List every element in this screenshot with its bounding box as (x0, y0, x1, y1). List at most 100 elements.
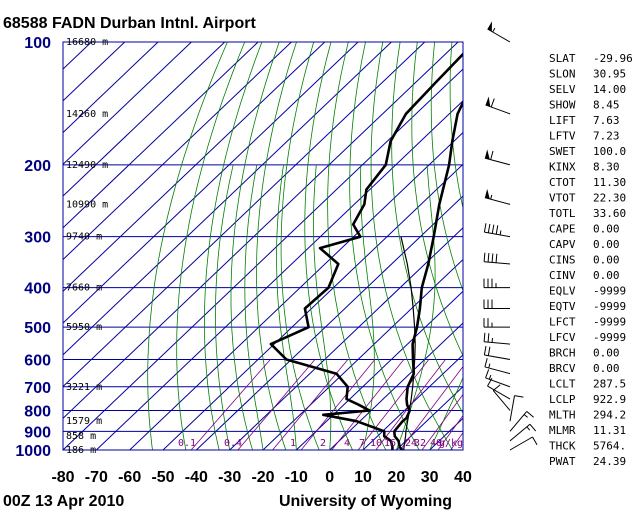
barb-staff (509, 395, 516, 422)
index-key: MLTH (549, 409, 576, 422)
barb-staff (509, 411, 528, 432)
barb-full (492, 384, 501, 391)
moist-adiabat (462, 449, 463, 450)
station-title: 68588 FADN Durban Intnl. Airport (3, 15, 256, 32)
dry-adiabat (625, 42, 640, 450)
index-key: LFCT (549, 316, 576, 329)
dry-adiabat (304, 42, 353, 450)
mixing-ratio-line (357, 359, 430, 450)
isotherm (63, 42, 259, 229)
pressure-tick-label: 700 (24, 380, 51, 397)
barb-half (492, 27, 496, 33)
barb-staff (484, 366, 511, 375)
index-value: 100.0 (593, 145, 626, 158)
wind-barb (483, 318, 510, 328)
height-label: 14260 m (66, 109, 108, 120)
isotherm (63, 42, 159, 134)
temperature-tick-label: -60 (118, 469, 141, 486)
barb-full (487, 333, 490, 343)
temperature-profile (392, 99, 463, 450)
mixing-ratio-label: 24 (405, 438, 417, 449)
dry-adiabat (280, 42, 320, 450)
isotherm (329, 322, 463, 450)
dry-adiabat (370, 42, 453, 450)
barb-full (483, 332, 486, 342)
wind-barb (485, 369, 511, 388)
barb-half (523, 414, 528, 418)
barb-half (499, 230, 502, 236)
index-value: 0.00 (593, 362, 620, 375)
temperature-tick-label: -40 (185, 469, 208, 486)
dry-adiabat (327, 42, 387, 450)
barb-full (490, 150, 494, 160)
mixing-ratio-line (450, 432, 463, 450)
index-key: SLAT (549, 52, 576, 65)
barb-full (483, 223, 487, 233)
index-key: CINS (549, 254, 576, 267)
index-value: 33.60 (593, 207, 626, 220)
mixing-ratio-label: 2 (320, 438, 326, 449)
wind-barb-column (483, 21, 538, 451)
index-key: LCLT (549, 378, 576, 391)
pressure-tick-label: 400 (24, 281, 51, 298)
index-value: 14.00 (593, 83, 626, 96)
mixing-ratio-label: 1 (290, 438, 296, 449)
isotherm (129, 131, 463, 450)
pressure-tick-label: 100 (24, 35, 51, 52)
barb-staff (492, 390, 511, 411)
dewpoint-profile (269, 52, 463, 450)
wind-barb (509, 423, 537, 442)
barb-half (488, 363, 491, 369)
index-key: THCK (549, 440, 576, 453)
mixing-ratio-line (399, 365, 463, 450)
index-key: SLON (549, 68, 576, 81)
index-value: -9999 (593, 300, 626, 313)
dry-adiabat (256, 42, 297, 450)
index-key: CINV (549, 269, 576, 282)
barb-pennant (485, 96, 491, 107)
wind-barb (509, 436, 538, 451)
index-value: 0.00 (593, 269, 620, 282)
index-key: KINX (549, 161, 576, 174)
barb-staff (484, 341, 511, 345)
mixing-ratio-label: 0.4 (224, 438, 242, 449)
moist-adiabat (395, 164, 436, 450)
temperature-tick-label: -50 (151, 469, 174, 486)
mixing-ratio-line (300, 359, 376, 450)
barb-staff (487, 28, 511, 43)
wind-barb (492, 384, 511, 411)
barb-full (526, 411, 534, 418)
index-value: 7.63 (593, 114, 620, 127)
barb-full (483, 346, 487, 356)
mixing-ratio-line (190, 359, 271, 450)
barb-staff (484, 261, 511, 265)
wind-barb (509, 395, 524, 422)
isotherm (195, 195, 463, 450)
pressure-tick-label: 800 (24, 403, 51, 420)
barb-full (487, 253, 490, 263)
height-label: 10990 m (66, 199, 108, 210)
index-value: 294.2 (593, 409, 626, 422)
barb-full (532, 436, 538, 446)
pressure-tick-label: 300 (24, 230, 51, 247)
mixing-ratio-label: 16 (384, 438, 396, 449)
pressure-tick-label: 500 (24, 320, 51, 337)
index-key: LCLP (549, 393, 576, 406)
plot-clip-group (63, 42, 640, 450)
index-value: 30.95 (593, 68, 626, 81)
index-key: SHOW (549, 99, 576, 112)
pressure-tick-label: 200 (24, 158, 51, 175)
isotherm (295, 290, 463, 450)
barb-pennant (487, 21, 492, 32)
barb-full (514, 395, 524, 398)
isotherm (63, 42, 326, 292)
isotherm (63, 42, 359, 324)
plot-area (62, 41, 640, 451)
isotherm (95, 100, 463, 450)
height-label: 858 m (66, 431, 96, 442)
barb-full (490, 98, 495, 108)
height-label: 16680 m (66, 37, 108, 48)
parcel-profile (400, 236, 416, 450)
barb-staff (484, 157, 511, 166)
